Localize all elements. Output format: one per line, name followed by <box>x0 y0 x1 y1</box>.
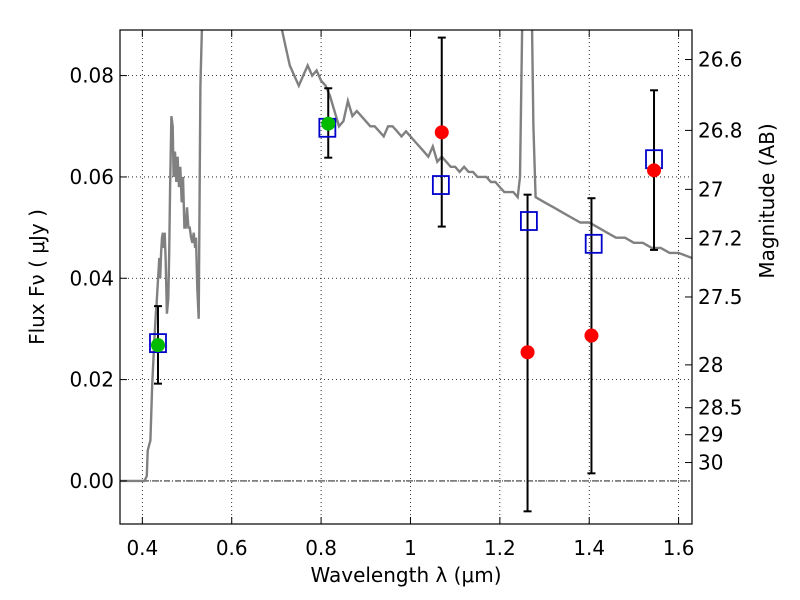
y-tick-label: 0.08 <box>69 64 114 88</box>
right-tick-label: 28 <box>698 353 723 377</box>
detection-point <box>584 328 599 343</box>
right-tick-label: 27.2 <box>698 226 743 250</box>
model-point-square <box>519 211 538 231</box>
green-points-layer <box>150 116 336 353</box>
green-point <box>321 116 336 131</box>
x-tick-label: 1.6 <box>663 536 695 560</box>
y-axis-label-left: Flux Fν ( μJy ) <box>25 209 49 345</box>
right-tick-label: 26.6 <box>698 48 743 72</box>
model-spectrum-line <box>120 30 692 483</box>
x-tick-label: 1 <box>404 536 417 560</box>
y-axis-label-right: Magnitude (AB) <box>755 123 779 278</box>
x-tick-label: 0.4 <box>126 536 158 560</box>
plot-frame <box>119 29 693 525</box>
x-tick-label: 1.4 <box>573 536 605 560</box>
detections-layer <box>434 125 662 360</box>
y-tick-label: 0.02 <box>69 368 114 392</box>
y-tick-label: 0.06 <box>69 165 114 189</box>
right-tick-label: 28.5 <box>698 396 743 420</box>
y-axis-ticks: 0.00 0.02 0.04 0.06 0.08 <box>69 64 127 493</box>
model-spectrum-layer <box>120 30 692 483</box>
y-tick-label: 0.04 <box>69 266 114 290</box>
y-tick-label: 0.00 <box>69 469 114 493</box>
x-tick-label: 0.6 <box>216 536 248 560</box>
x-tick-label: 1.2 <box>484 536 516 560</box>
right-tick-label: 29 <box>698 423 723 447</box>
x-axis-ticks: 0.4 0.6 0.8 1 1.2 1.4 1.6 <box>126 30 695 560</box>
right-tick-label: 27 <box>698 177 723 201</box>
detection-point <box>434 125 449 140</box>
right-tick-label: 26.8 <box>698 118 743 142</box>
model-point-square <box>431 175 450 195</box>
right-axis-ticks: 26.6 26.8 27 27.2 27.5 28 28.5 29 30 <box>685 48 743 475</box>
right-tick-label: 27.5 <box>698 285 743 309</box>
x-tick-label: 0.8 <box>305 536 337 560</box>
model-point-square <box>584 233 603 254</box>
detection-point <box>520 345 535 360</box>
detection-point <box>647 163 662 178</box>
right-tick-label: 30 <box>698 451 723 475</box>
green-point <box>150 338 165 353</box>
plot-background <box>120 30 692 524</box>
x-axis-label: Wavelength λ (μm) <box>310 563 501 587</box>
